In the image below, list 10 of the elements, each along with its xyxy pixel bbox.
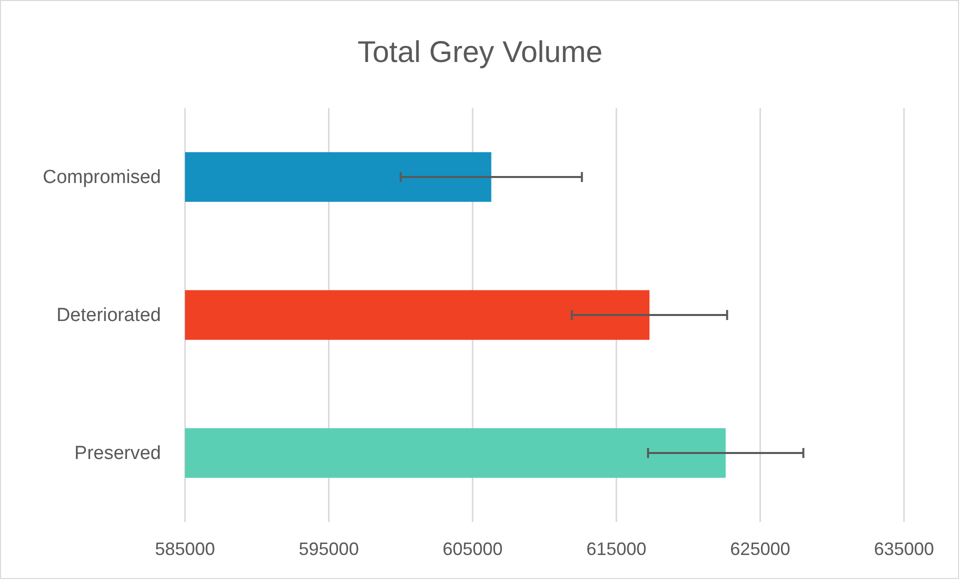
y-tick-label: Preserved [74,443,161,464]
x-tick-label: 605000 [442,538,503,559]
x-tick-label: 635000 [874,538,934,559]
x-tick-label: 625000 [730,538,790,559]
x-tick-label: 595000 [298,538,359,559]
y-tick-label: Compromised [42,167,161,188]
y-tick-label: Deteriorated [56,305,161,326]
x-tick-label: 615000 [586,538,646,559]
x-tick-label: 585000 [154,538,216,559]
chart-title: Total Grey Volume [357,36,603,69]
